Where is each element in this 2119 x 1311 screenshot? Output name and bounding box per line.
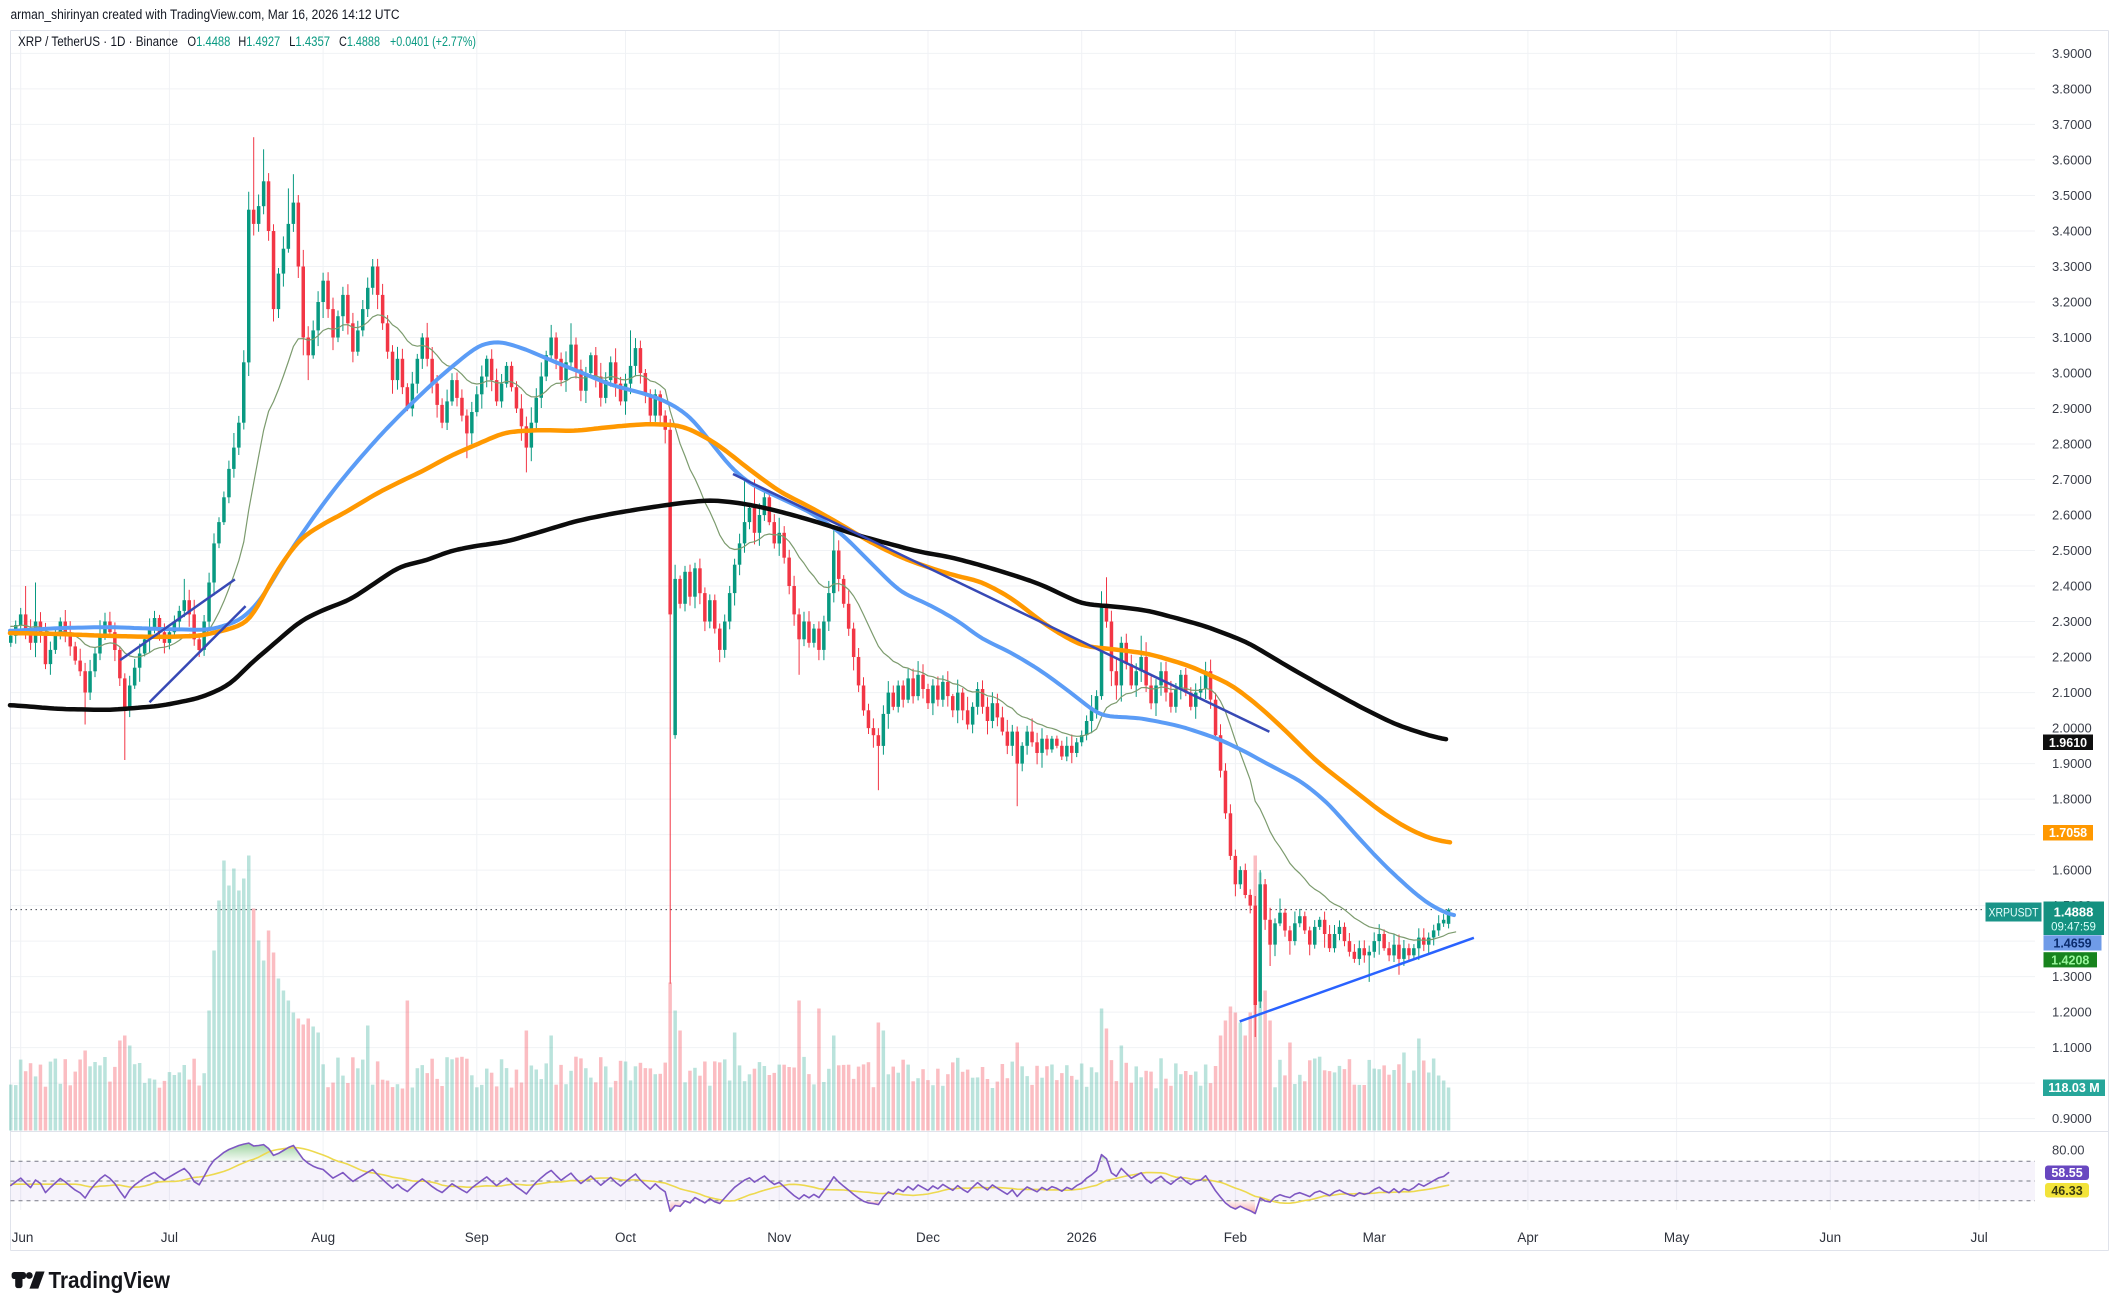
svg-text:2.5000: 2.5000 xyxy=(2052,543,2092,558)
svg-text:2.9000: 2.9000 xyxy=(2052,401,2092,416)
svg-text:2.1000: 2.1000 xyxy=(2052,685,2092,700)
svg-text:0.9000: 0.9000 xyxy=(2052,1111,2092,1126)
svg-text:3.9000: 3.9000 xyxy=(2052,46,2092,61)
svg-text:3.4000: 3.4000 xyxy=(2052,224,2092,239)
svg-text:3.6000: 3.6000 xyxy=(2052,152,2092,167)
svg-text:2026: 2026 xyxy=(1067,1230,1097,1245)
svg-text:Oct: Oct xyxy=(615,1230,636,1245)
svg-text:Feb: Feb xyxy=(1224,1230,1247,1245)
svg-text:2.0000: 2.0000 xyxy=(2052,721,2092,736)
svg-text:C1.4888: C1.4888 xyxy=(339,34,380,49)
svg-text:O1.4488: O1.4488 xyxy=(187,34,230,49)
svg-text:2.3000: 2.3000 xyxy=(2052,614,2092,629)
svg-text:58.55: 58.55 xyxy=(2051,1166,2082,1180)
svg-text:1.2000: 1.2000 xyxy=(2052,1005,2092,1020)
svg-text:3.2000: 3.2000 xyxy=(2052,295,2092,310)
svg-text:3.0000: 3.0000 xyxy=(2052,366,2092,381)
svg-text:1.6000: 1.6000 xyxy=(2052,863,2092,878)
svg-text:3.8000: 3.8000 xyxy=(2052,81,2092,96)
svg-text:2.8000: 2.8000 xyxy=(2052,437,2092,452)
svg-text:3.7000: 3.7000 xyxy=(2052,117,2092,132)
svg-text:1.7058: 1.7058 xyxy=(2049,826,2087,840)
svg-text:1.1000: 1.1000 xyxy=(2052,1040,2092,1055)
svg-text:Nov: Nov xyxy=(767,1230,791,1245)
svg-text:Aug: Aug xyxy=(311,1230,335,1245)
svg-text:09:47:59: 09:47:59 xyxy=(2051,922,2096,934)
svg-text:+0.0401 (+2.77%): +0.0401 (+2.77%) xyxy=(390,34,476,49)
svg-text:L1.4357: L1.4357 xyxy=(289,34,330,49)
svg-text:H1.4927: H1.4927 xyxy=(238,34,280,49)
svg-text:1.8000: 1.8000 xyxy=(2052,792,2092,807)
svg-text:XRPUSDT: XRPUSDT xyxy=(1989,906,2040,920)
svg-text:118.03 M: 118.03 M xyxy=(2048,1081,2099,1095)
svg-text:Sep: Sep xyxy=(465,1230,489,1245)
svg-text:TradingView: TradingView xyxy=(49,1267,171,1293)
svg-text:1.4888: 1.4888 xyxy=(2054,905,2094,920)
svg-text:Mar: Mar xyxy=(1363,1230,1387,1245)
svg-text:Apr: Apr xyxy=(1517,1230,1539,1245)
svg-text:2.2000: 2.2000 xyxy=(2052,650,2092,665)
svg-text:Dec: Dec xyxy=(916,1230,940,1245)
svg-text:80.00: 80.00 xyxy=(2052,1143,2085,1158)
svg-text:1.3000: 1.3000 xyxy=(2052,969,2092,984)
svg-text:1.4659: 1.4659 xyxy=(2053,936,2091,950)
svg-text:arman_shirinyan created with T: arman_shirinyan created with TradingView… xyxy=(11,7,400,22)
svg-text:3.5000: 3.5000 xyxy=(2052,188,2092,203)
svg-text:1.9000: 1.9000 xyxy=(2052,756,2092,771)
svg-text:Jun: Jun xyxy=(1819,1230,1841,1245)
svg-text:May: May xyxy=(1664,1230,1690,1245)
svg-text:Jun: Jun xyxy=(12,1230,34,1245)
svg-text:Jul: Jul xyxy=(161,1230,178,1245)
svg-text:1.9610: 1.9610 xyxy=(2049,736,2087,750)
svg-text:2.4000: 2.4000 xyxy=(2052,579,2092,594)
svg-text:XRP / TetherUS · 1D · Binance: XRP / TetherUS · 1D · Binance xyxy=(18,34,178,49)
svg-text:2.6000: 2.6000 xyxy=(2052,508,2092,523)
svg-text:1.4208: 1.4208 xyxy=(2051,953,2089,967)
svg-text:2.7000: 2.7000 xyxy=(2052,472,2092,487)
svg-text:Jul: Jul xyxy=(1970,1230,1987,1245)
svg-text:3.1000: 3.1000 xyxy=(2052,330,2092,345)
svg-text:46.33: 46.33 xyxy=(2051,1184,2082,1198)
svg-text:3.3000: 3.3000 xyxy=(2052,259,2092,274)
